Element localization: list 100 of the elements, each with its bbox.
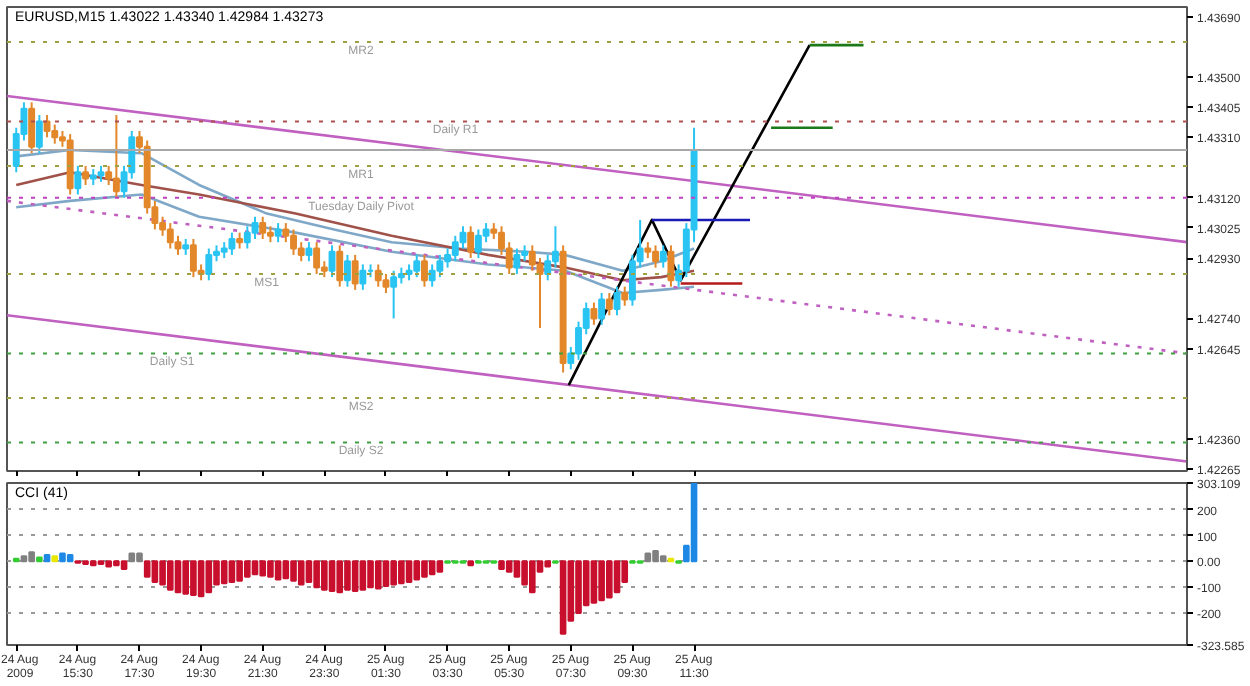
bar <box>174 560 182 594</box>
bar <box>382 560 390 587</box>
bar <box>236 560 243 582</box>
candlestick <box>451 234 459 263</box>
bar <box>436 560 444 573</box>
candlestick <box>598 292 606 326</box>
bar <box>220 560 228 585</box>
bar <box>390 560 397 586</box>
bar <box>521 560 528 586</box>
candlestick <box>305 241 313 263</box>
candlestick <box>112 114 120 199</box>
bar <box>297 560 305 586</box>
bar <box>582 560 590 607</box>
candlestick <box>621 285 629 307</box>
candlestick <box>228 231 236 256</box>
bar <box>59 552 66 563</box>
bar <box>128 552 136 563</box>
bar <box>190 560 197 596</box>
bar <box>159 560 166 586</box>
bar <box>559 560 567 635</box>
bar <box>498 560 505 571</box>
candlestick <box>343 253 351 288</box>
candlestick <box>428 263 436 288</box>
candlestick <box>174 234 182 256</box>
bar <box>613 560 621 594</box>
bar <box>244 560 251 578</box>
candlestick <box>259 215 267 240</box>
bar <box>151 560 159 584</box>
bar <box>374 560 382 590</box>
candlestick <box>28 101 36 155</box>
bar <box>528 560 536 594</box>
candlestick <box>82 164 90 186</box>
candlestick <box>667 244 675 288</box>
candlestick <box>74 164 82 196</box>
bar <box>143 560 151 578</box>
bar <box>398 560 405 585</box>
bar <box>606 560 613 599</box>
bar <box>513 560 521 578</box>
candlestick <box>659 244 667 269</box>
bar <box>690 483 698 563</box>
bar <box>344 560 351 591</box>
bar <box>590 560 598 604</box>
bar <box>544 560 552 568</box>
candlestick <box>467 225 475 260</box>
bar <box>120 560 128 571</box>
candlestick <box>35 114 43 155</box>
bar <box>182 560 190 595</box>
candlestick <box>413 253 421 279</box>
bar <box>274 560 282 581</box>
candlestick <box>43 114 51 139</box>
bar <box>652 550 659 563</box>
candlestick <box>513 247 521 275</box>
bar <box>659 555 667 563</box>
candlestick <box>51 123 59 145</box>
candlestick <box>436 253 444 279</box>
bar <box>598 560 605 602</box>
bar <box>428 560 436 576</box>
candlestick <box>328 244 336 279</box>
bar <box>228 560 236 584</box>
bar <box>290 560 297 582</box>
bar <box>166 560 174 591</box>
candlestick <box>374 263 382 288</box>
bar <box>205 560 213 594</box>
candlestick <box>205 247 213 282</box>
bar <box>359 560 367 591</box>
candlestick <box>652 244 659 269</box>
bar <box>259 560 267 577</box>
bar <box>105 560 112 568</box>
candlestick <box>274 222 282 244</box>
candlestick <box>251 215 259 240</box>
candlestick <box>166 222 174 250</box>
bar <box>313 560 320 589</box>
candlestick <box>359 263 367 291</box>
bar <box>305 560 313 584</box>
candlestick <box>189 238 197 279</box>
bar <box>51 555 59 563</box>
bar <box>575 560 582 615</box>
bar <box>321 560 328 591</box>
candlestick <box>243 225 251 250</box>
candlestick <box>421 253 428 288</box>
bar <box>405 560 413 584</box>
candlestick <box>282 222 290 244</box>
bar <box>267 560 274 578</box>
bar <box>251 560 259 576</box>
bar <box>66 553 74 563</box>
bar <box>336 560 344 594</box>
candlestick <box>605 292 613 317</box>
bar <box>213 560 220 586</box>
candlestick <box>382 272 390 295</box>
candlestick <box>290 228 297 256</box>
bar <box>328 560 336 593</box>
bar <box>197 560 205 598</box>
bar <box>351 560 359 593</box>
bar <box>20 555 28 563</box>
bar <box>505 560 513 573</box>
candlestick <box>613 285 621 317</box>
bar <box>28 551 35 563</box>
bar <box>413 560 421 581</box>
candlestick <box>590 301 598 326</box>
candlestick <box>390 269 398 320</box>
